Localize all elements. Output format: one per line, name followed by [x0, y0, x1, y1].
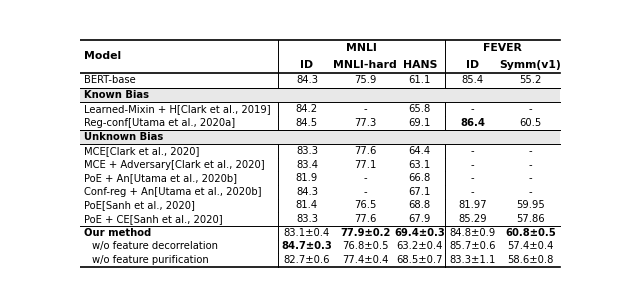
Text: 76.8±0.5: 76.8±0.5	[342, 242, 388, 251]
Bar	[80, 158, 560, 171]
Text: 76.5: 76.5	[354, 200, 376, 210]
Text: 85.29: 85.29	[458, 214, 487, 224]
Text: 84.8±0.9: 84.8±0.9	[449, 228, 496, 238]
Text: 77.4±0.4: 77.4±0.4	[342, 255, 388, 265]
Text: -: -	[364, 187, 367, 197]
Text: 85.4: 85.4	[461, 75, 484, 85]
Text: -: -	[529, 104, 532, 114]
Text: 64.4: 64.4	[409, 146, 431, 156]
Text: 58.6±0.8: 58.6±0.8	[507, 255, 554, 265]
Text: 84.5: 84.5	[296, 118, 318, 128]
Text: Reg-conf[Utama et al., 2020a]: Reg-conf[Utama et al., 2020a]	[84, 118, 235, 128]
Bar	[80, 102, 560, 116]
Text: 83.4: 83.4	[296, 160, 318, 170]
Bar	[80, 116, 560, 130]
Text: -: -	[471, 160, 474, 170]
Text: HANS: HANS	[403, 59, 437, 70]
Text: -: -	[529, 160, 532, 170]
Text: -: -	[529, 173, 532, 183]
Text: 68.5±0.7: 68.5±0.7	[397, 255, 443, 265]
Text: 86.4: 86.4	[460, 118, 485, 128]
Text: PoE + An[Utama et al., 2020b]: PoE + An[Utama et al., 2020b]	[84, 173, 237, 183]
Text: 81.97: 81.97	[458, 200, 487, 210]
Text: 77.6: 77.6	[354, 146, 376, 156]
Text: 68.8: 68.8	[409, 200, 431, 210]
Text: -: -	[471, 146, 474, 156]
Text: 57.4±0.4: 57.4±0.4	[507, 242, 554, 251]
Text: 77.3: 77.3	[354, 118, 376, 128]
Text: 84.3: 84.3	[296, 75, 318, 85]
Bar	[80, 240, 560, 253]
Text: Our method: Our method	[84, 228, 151, 238]
Text: 67.1: 67.1	[408, 187, 431, 197]
Text: 83.3: 83.3	[296, 146, 318, 156]
Text: -: -	[364, 104, 367, 114]
Text: MNLI: MNLI	[346, 43, 377, 53]
Text: 63.1: 63.1	[408, 160, 431, 170]
Text: 63.2±0.4: 63.2±0.4	[397, 242, 443, 251]
Text: 84.7±0.3: 84.7±0.3	[282, 242, 332, 251]
Text: -: -	[529, 187, 532, 197]
Text: Known Bias: Known Bias	[84, 90, 149, 100]
Text: 61.1: 61.1	[408, 75, 431, 85]
Bar	[80, 171, 560, 185]
Text: 81.9: 81.9	[296, 173, 318, 183]
Text: MCE + Adversary[Clark et al., 2020]: MCE + Adversary[Clark et al., 2020]	[84, 160, 264, 170]
Text: PoE + CE[Sanh et al., 2020]: PoE + CE[Sanh et al., 2020]	[84, 214, 223, 224]
Text: BERT-base: BERT-base	[84, 75, 136, 85]
Bar	[80, 253, 560, 267]
Text: 81.4: 81.4	[296, 200, 318, 210]
Text: 69.1: 69.1	[408, 118, 431, 128]
Text: Symm(v1): Symm(v1)	[499, 59, 561, 70]
Text: Model: Model	[84, 51, 121, 61]
Text: -: -	[471, 104, 474, 114]
Text: -: -	[471, 187, 474, 197]
Text: 59.95: 59.95	[516, 200, 545, 210]
Text: 57.86: 57.86	[516, 214, 545, 224]
Text: 77.6: 77.6	[354, 214, 376, 224]
Text: MNLI-hard: MNLI-hard	[333, 59, 397, 70]
Text: MCE[Clark et al., 2020]: MCE[Clark et al., 2020]	[84, 146, 199, 156]
Bar	[80, 212, 560, 226]
Bar	[80, 226, 560, 240]
Bar	[80, 88, 560, 102]
Text: 77.9±0.2: 77.9±0.2	[340, 228, 390, 238]
Text: 84.2: 84.2	[296, 104, 318, 114]
Text: -: -	[364, 173, 367, 183]
Text: -: -	[471, 173, 474, 183]
Text: 65.8: 65.8	[408, 104, 431, 114]
Bar	[80, 144, 560, 158]
Text: Conf-reg + An[Utama et al., 2020b]: Conf-reg + An[Utama et al., 2020b]	[84, 187, 262, 197]
Text: 75.9: 75.9	[354, 75, 376, 85]
Text: 83.3: 83.3	[296, 214, 318, 224]
Text: 55.2: 55.2	[519, 75, 541, 85]
Bar	[80, 73, 560, 88]
Text: PoE[Sanh et al., 2020]: PoE[Sanh et al., 2020]	[84, 200, 195, 210]
Text: Learned-Mixin + H[Clark et al., 2019]: Learned-Mixin + H[Clark et al., 2019]	[84, 104, 271, 114]
Text: 60.5: 60.5	[519, 118, 541, 128]
Text: ID: ID	[466, 59, 479, 70]
Bar	[80, 185, 560, 199]
Text: Unknown Bias: Unknown Bias	[84, 132, 163, 142]
Text: ID: ID	[300, 59, 314, 70]
Text: w/o feature purification: w/o feature purification	[92, 255, 209, 265]
Bar	[80, 199, 560, 212]
Text: 77.1: 77.1	[354, 160, 376, 170]
Text: 85.7±0.6: 85.7±0.6	[449, 242, 496, 251]
Text: 60.8±0.5: 60.8±0.5	[505, 228, 556, 238]
Text: -: -	[529, 146, 532, 156]
Text: 83.3±1.1: 83.3±1.1	[449, 255, 496, 265]
Text: 83.1±0.4: 83.1±0.4	[284, 228, 330, 238]
Text: 84.3: 84.3	[296, 187, 318, 197]
Text: 67.9: 67.9	[408, 214, 431, 224]
Text: 69.4±0.3: 69.4±0.3	[394, 228, 445, 238]
Text: FEVER: FEVER	[483, 43, 522, 53]
Text: 82.7±0.6: 82.7±0.6	[284, 255, 330, 265]
Text: 66.8: 66.8	[408, 173, 431, 183]
Bar	[80, 130, 560, 144]
Text: w/o feature decorrelation: w/o feature decorrelation	[92, 242, 218, 251]
